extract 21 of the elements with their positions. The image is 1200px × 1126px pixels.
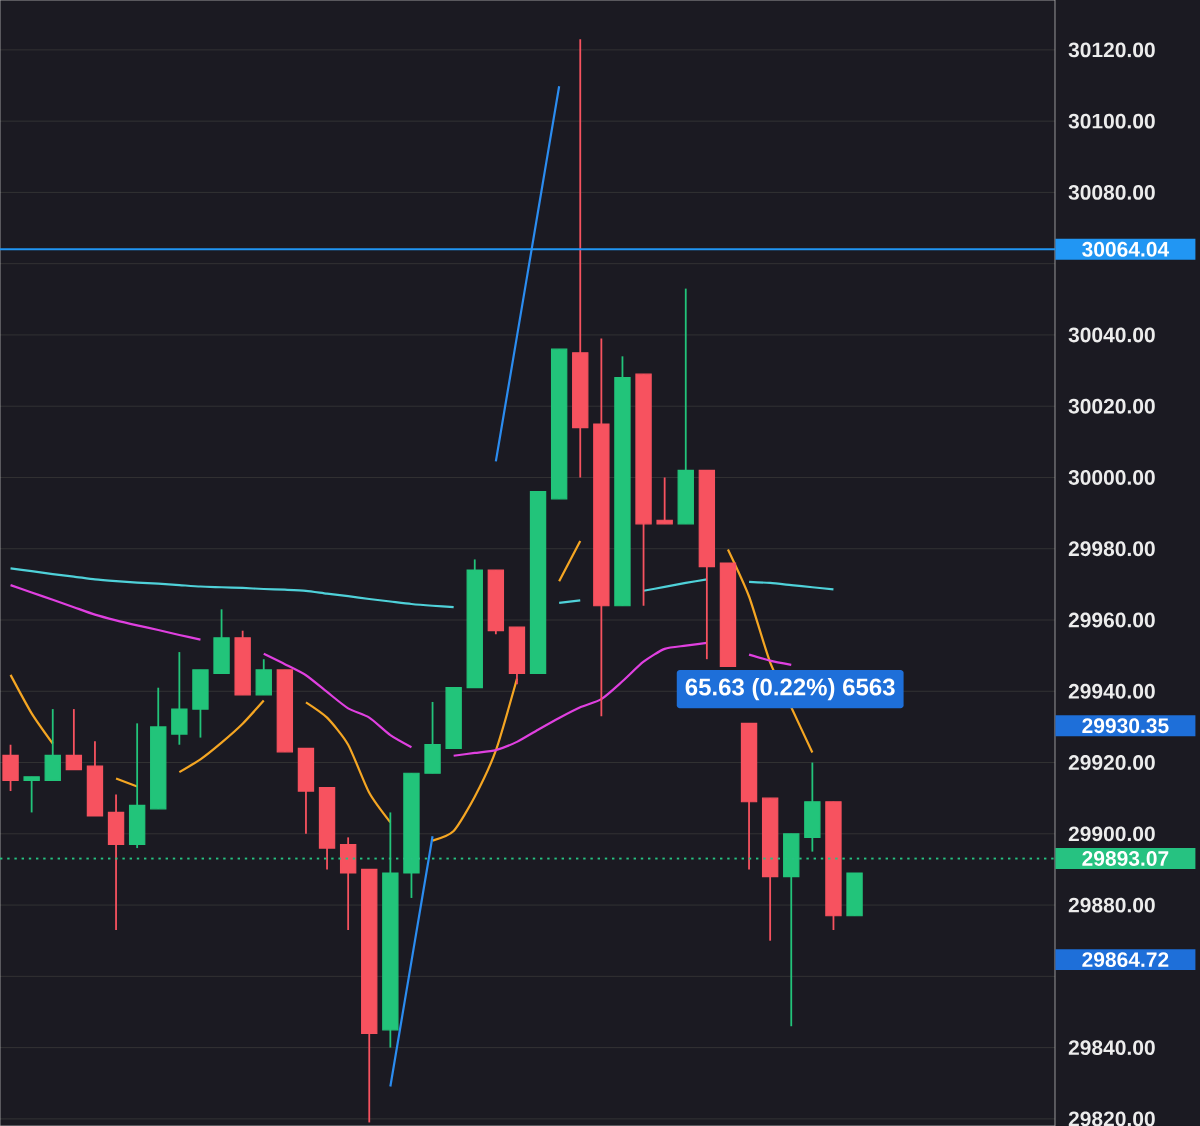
ref-line-label: 30064.04 bbox=[1082, 241, 1170, 257]
y-tick-label: 29980.00 bbox=[1068, 541, 1155, 557]
annotation: 65.63 (0.22%) 6563 bbox=[685, 677, 895, 701]
y-tick-label: 30120.00 bbox=[1068, 42, 1155, 58]
y-tick-label: 29840.00 bbox=[1068, 1040, 1155, 1056]
text: 29930.35 bbox=[1082, 718, 1169, 734]
y-tick-label: 29880.00 bbox=[1068, 897, 1155, 913]
ref-line-label: 29893.07 bbox=[1082, 851, 1169, 866]
y-tick-label: 30020.00 bbox=[1068, 398, 1155, 414]
y-tick-label: 29920.00 bbox=[1068, 755, 1155, 770]
candlestick bbox=[65, 708, 83, 771]
y-tick-label: 30100.00 bbox=[1068, 113, 1155, 129]
candlestick bbox=[23, 775, 40, 814]
y-tick-label: 29820.00 bbox=[1068, 1111, 1155, 1126]
y-tick-label: 30040.00 bbox=[1068, 327, 1155, 343]
text: 29864.72 bbox=[1082, 952, 1169, 968]
y-tick-label: 30080.00 bbox=[1068, 184, 1155, 200]
y-tick-label: 30000.00 bbox=[1068, 470, 1155, 485]
y-tick-label: 29900.00 bbox=[1068, 826, 1155, 842]
y-tick-label: 29960.00 bbox=[1068, 612, 1155, 628]
y-tick-label: 29940.00 bbox=[1068, 683, 1155, 699]
